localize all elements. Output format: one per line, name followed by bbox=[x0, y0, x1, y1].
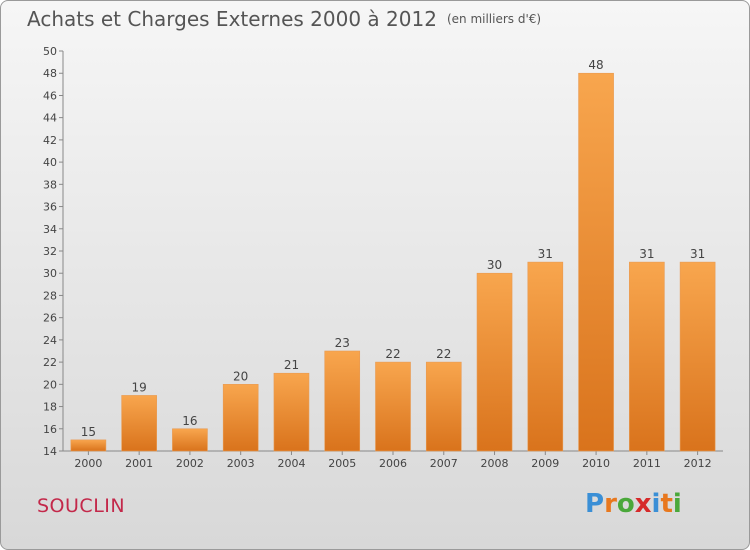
x-tick-label: 2003 bbox=[227, 457, 255, 470]
data-label: 30 bbox=[487, 258, 502, 272]
y-tick-label: 48 bbox=[43, 67, 57, 80]
x-tick-label: 2002 bbox=[176, 457, 204, 470]
bar-2000 bbox=[70, 439, 107, 452]
y-tick-label: 28 bbox=[43, 289, 57, 302]
x-tick-label: 2007 bbox=[430, 457, 458, 470]
x-tick-label: 2000 bbox=[74, 457, 102, 470]
x-tick-label: 2006 bbox=[379, 457, 407, 470]
proxiti-logo[interactable]: Proxiti bbox=[585, 489, 682, 519]
bar-2004 bbox=[273, 372, 310, 452]
data-label: 48 bbox=[588, 58, 603, 72]
logo-letter: r bbox=[604, 489, 617, 519]
y-tick-label: 26 bbox=[43, 312, 57, 325]
bar-2002 bbox=[172, 428, 208, 452]
y-tick-label: 16 bbox=[43, 423, 57, 436]
bar-2007 bbox=[425, 361, 462, 452]
data-label: 23 bbox=[335, 336, 350, 350]
bar-2009 bbox=[527, 261, 564, 452]
y-tick-label: 18 bbox=[43, 401, 57, 414]
x-tick-label: 2008 bbox=[481, 457, 509, 470]
x-tick-label: 2004 bbox=[277, 457, 305, 470]
logo-letter: i bbox=[651, 489, 661, 519]
y-tick-label: 44 bbox=[43, 112, 57, 125]
data-label: 20 bbox=[233, 369, 248, 383]
bar-2006 bbox=[375, 361, 411, 452]
y-tick-label: 40 bbox=[43, 156, 57, 169]
x-tick-label: 2009 bbox=[531, 457, 559, 470]
y-tick-label: 36 bbox=[43, 201, 57, 214]
logo-letter: i bbox=[672, 489, 682, 519]
x-tick-label: 2010 bbox=[582, 457, 610, 470]
y-tick-label: 38 bbox=[43, 178, 57, 191]
chart-bars bbox=[70, 72, 716, 452]
data-label: 16 bbox=[182, 414, 197, 428]
data-label: 22 bbox=[385, 347, 400, 361]
data-label: 31 bbox=[538, 247, 553, 261]
y-tick-label: 20 bbox=[43, 378, 57, 391]
commune-name: SOUCLIN bbox=[37, 495, 126, 517]
bar-2001 bbox=[121, 395, 157, 452]
bar-2005 bbox=[324, 350, 361, 452]
bar-2011 bbox=[629, 261, 665, 452]
chart-data-labels: 15 19 16 20 21 23 22 22 30 31 48 31 31 bbox=[81, 58, 706, 439]
bar-2003 bbox=[222, 384, 259, 452]
x-tick-label: 2011 bbox=[633, 457, 661, 470]
bar-2012 bbox=[679, 261, 716, 452]
y-tick-label: 30 bbox=[43, 267, 57, 280]
chart-title: Achats et Charges Externes 2000 à 2012 (e… bbox=[27, 7, 541, 31]
chart-title-text: Achats et Charges Externes 2000 à 2012 bbox=[27, 7, 437, 31]
data-label: 19 bbox=[132, 380, 147, 394]
y-tick-label: 24 bbox=[43, 334, 57, 347]
x-tick-label: 2012 bbox=[684, 457, 712, 470]
chart-unit: (en milliers d'€) bbox=[446, 12, 542, 26]
x-tick-label: 2001 bbox=[125, 457, 153, 470]
logo-letter: x bbox=[634, 489, 652, 519]
logo-letter: t bbox=[660, 489, 673, 519]
y-tick-label: 22 bbox=[43, 356, 57, 369]
bar-2010 bbox=[578, 72, 614, 452]
data-label: 15 bbox=[81, 425, 96, 439]
y-tick-label: 32 bbox=[43, 245, 57, 258]
logo-letter: o bbox=[616, 489, 635, 519]
chart-axes: 14 16 18 20 22 24 26 28 30 32 34 36 38 40 42 44 46 48 50 20… bbox=[43, 45, 723, 470]
y-tick-label: 14 bbox=[43, 445, 57, 458]
bar-2008 bbox=[476, 272, 513, 452]
y-tick-label: 34 bbox=[43, 223, 57, 236]
data-label: 22 bbox=[436, 347, 451, 361]
logo-letter: P bbox=[585, 489, 605, 519]
data-label: 31 bbox=[639, 247, 654, 261]
y-tick-label: 42 bbox=[43, 134, 57, 147]
y-tick-label: 50 bbox=[43, 45, 57, 58]
x-tick-label: 2005 bbox=[328, 457, 356, 470]
data-label: 21 bbox=[284, 358, 299, 372]
data-label: 31 bbox=[690, 247, 705, 261]
y-tick-label: 46 bbox=[43, 89, 57, 102]
